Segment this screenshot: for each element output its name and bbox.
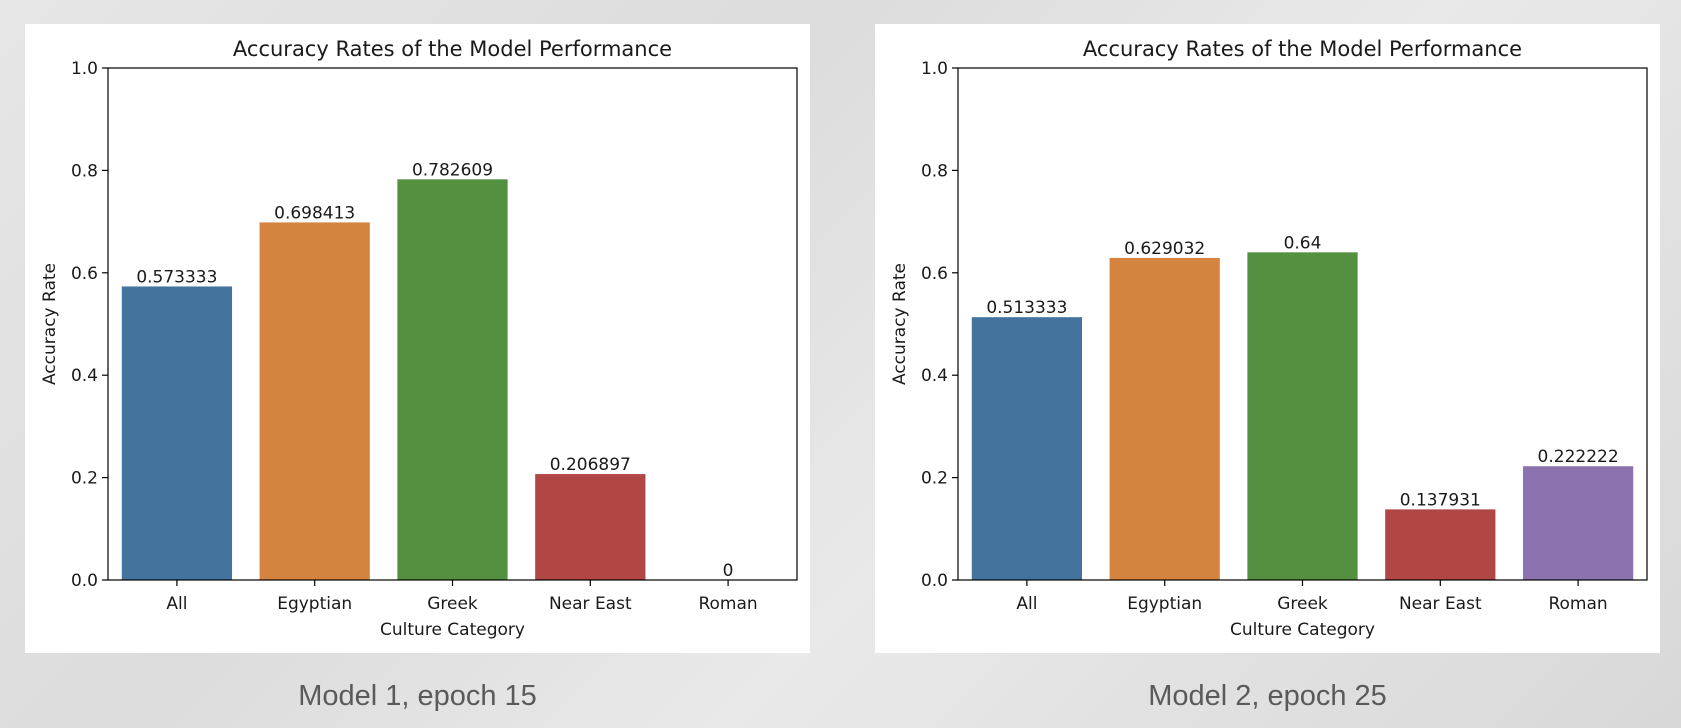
bar-greek [1247,252,1358,580]
bar-near-east [1385,509,1496,580]
data-label: 0.137931 [1400,490,1481,510]
y-tick-label: 1.0 [921,59,948,79]
x-tick-label: All [1016,594,1037,614]
chart-panel-model-2: 0.513333 0.629032 0.64 0.137931 0.222222 0.0 0… [875,24,1660,653]
bar-egyptian [259,222,370,580]
caption-model-1: Model 1, epoch 15 [298,680,537,712]
caption-model-2: Model 2, epoch 25 [1148,680,1387,712]
y-tick-label: 0.6 [71,264,98,284]
data-label: 0.206897 [550,455,631,475]
bar-all [121,286,233,580]
data-label: 0 [723,561,734,581]
data-label: 0.513333 [986,298,1067,318]
y-tick-label: 0.6 [921,264,948,284]
chart-title: Accuracy Rates of the Model Performance [1083,37,1522,61]
data-label: 0.222222 [1538,447,1619,467]
chart-title: Accuracy Rates of the Model Performance [233,37,672,61]
chart-panel-model-1: 0.573333 0.698413 0.782609 0.206897 0 0.0 0.2 0… [25,24,810,653]
bar-all [971,317,1083,580]
x-tick-label: Egyptian [277,594,352,614]
y-tick-label: 1.0 [71,59,98,79]
x-tick-label: Near East [1399,594,1482,614]
bar-near-east [535,474,646,580]
y-axis-label: Accuracy Rate [40,263,60,385]
y-tick-label: 0.8 [921,161,948,181]
x-tick-label: Greek [1277,594,1328,614]
y-tick-label: 0.2 [71,469,98,489]
bar-chart-model-2: 0.513333 0.629032 0.64 0.137931 0.222222 0.0 0… [890,37,1648,640]
x-tick-label: All [166,594,187,614]
y-tick-label: 0.0 [921,571,948,591]
bar-egyptian [1109,257,1220,580]
data-label: 0.573333 [136,267,217,287]
data-label: 0.64 [1284,233,1322,253]
x-tick-label: Near East [549,594,632,614]
x-axis-label: Culture Category [1230,620,1375,640]
bar-greek [397,179,508,580]
data-label: 0.698413 [274,203,355,223]
y-tick-label: 0.0 [71,571,98,591]
y-tick-label: 0.4 [71,366,98,386]
x-axis-label: Culture Category [380,620,525,640]
bar-roman [1522,466,1634,580]
x-tick-label: Greek [427,594,478,614]
y-tick-label: 0.4 [921,366,948,386]
y-tick-label: 0.8 [71,161,98,181]
y-tick-label: 0.2 [921,469,948,489]
data-label: 0.629032 [1124,239,1205,259]
y-axis-label: Accuracy Rate [890,263,910,385]
bar-chart-model-1: 0.573333 0.698413 0.782609 0.206897 0 0.0 0.2 0… [40,37,798,640]
x-tick-label: Egyptian [1127,594,1202,614]
x-tick-label: Roman [698,594,757,614]
data-label: 0.782609 [412,160,493,180]
x-tick-label: Roman [1548,594,1607,614]
